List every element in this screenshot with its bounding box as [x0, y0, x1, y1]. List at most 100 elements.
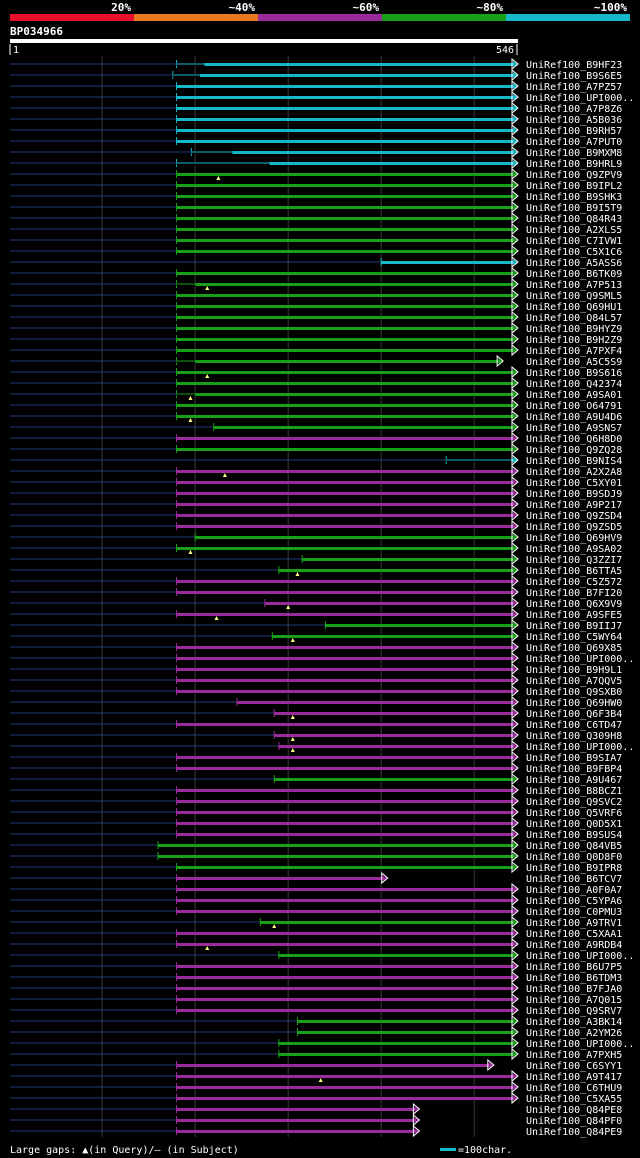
hit-row[interactable]: UniRef100_C7IVW1 [10, 233, 622, 247]
hit-label[interactable]: UniRef100_B9HF23 [526, 60, 622, 71]
hit-label[interactable]: UniRef100_A2XLS5 [526, 225, 622, 236]
hit-label[interactable]: UniRef100_C5XY01 [526, 478, 622, 489]
hit-row[interactable]: UniRef100_C5XA55 [10, 1091, 622, 1105]
hit-row[interactable]: UniRef100_A7P8Z6 [10, 101, 622, 115]
hit-label[interactable]: UniRef100_A7PZ57 [526, 82, 622, 93]
hit-label[interactable]: UniRef100_B9NIS4 [526, 456, 622, 467]
hit-label[interactable]: UniRef100_Q5VRF6 [526, 808, 622, 819]
hit-row[interactable]: UniRef100_Q69HU1 [10, 299, 622, 313]
hit-row[interactable]: UniRef100_B6U7P5 [10, 959, 622, 973]
hit-label[interactable]: UniRef100_A7PXF4 [526, 346, 622, 357]
hit-label[interactable]: UniRef100_Q9SRV7 [526, 1006, 622, 1017]
hit-row[interactable]: UniRef100_B9S6E5 [10, 68, 622, 82]
hit-label[interactable]: UniRef100_Q9SVC2 [526, 797, 622, 808]
hit-label[interactable]: UniRef100_B9SHK3 [526, 192, 622, 203]
hit-row[interactable]: UniRef100_B9S616 [10, 365, 622, 379]
hit-row[interactable]: UniRef100_A0F0A7 [10, 882, 622, 896]
hit-row[interactable]: UniRef100_B6TK09 [10, 266, 622, 280]
hit-label[interactable]: UniRef100_B9IPL2 [526, 181, 622, 192]
hit-label[interactable]: UniRef100_B6TDM3 [526, 973, 622, 984]
hit-label[interactable]: UniRef100_Q9ZQ28 [526, 445, 622, 456]
hit-label[interactable]: UniRef100_A9SA01 [526, 390, 622, 401]
hit-label[interactable]: UniRef100_B6U7P5 [526, 962, 622, 973]
hit-label[interactable]: UniRef100_A9SNS7 [526, 423, 622, 434]
hit-row[interactable]: UniRef100_Q84PE9 [10, 1124, 622, 1138]
hit-row[interactable]: UniRef100_B9H9L1 [10, 662, 622, 676]
hit-label[interactable]: UniRef100_A9SFE5 [526, 610, 622, 621]
hit-label[interactable]: UniRef100_A7P8Z6 [526, 104, 622, 115]
hit-label[interactable]: UniRef100_A2YM26 [526, 1028, 622, 1039]
hit-label[interactable]: UniRef100_UPI000.. [526, 742, 634, 753]
hit-label[interactable]: UniRef100_B6TCV7 [526, 874, 622, 885]
hit-row[interactable]: UniRef100_A9U467 [10, 772, 622, 786]
hit-row[interactable]: UniRef100_Q69X85 [10, 640, 622, 654]
hit-row[interactable]: UniRef100_A7PUT0 [10, 134, 622, 148]
hit-row[interactable]: UniRef100_Q0D8F0 [10, 849, 622, 863]
hit-row[interactable]: UniRef100_B8BCZ1 [10, 783, 622, 797]
hit-row[interactable]: UniRef100_A3BK14 [10, 1014, 622, 1028]
hit-label[interactable]: UniRef100_B9HYZ9 [526, 324, 622, 335]
hit-label[interactable]: UniRef100_B9H2Z9 [526, 335, 622, 346]
hit-row[interactable]: UniRef100_C5WY64 [10, 629, 622, 643]
hit-label[interactable]: UniRef100_C6TD47 [526, 720, 622, 731]
hit-row[interactable]: UniRef100_Q9ZSD4 [10, 508, 622, 522]
hit-row[interactable]: UniRef100_B9SDJ9 [10, 486, 622, 500]
hit-label[interactable]: UniRef100_Q9ZSD5 [526, 522, 622, 533]
hit-row[interactable]: UniRef100_UPI000.. [10, 948, 634, 962]
hit-label[interactable]: UniRef100_UPI000.. [526, 654, 634, 665]
hit-row[interactable]: UniRef100_A2YM26 [10, 1025, 622, 1039]
hit-row[interactable]: UniRef100_A9RDB4 [10, 937, 622, 951]
hit-label[interactable]: UniRef100_A7P513 [526, 280, 622, 291]
hit-label[interactable]: UniRef100_Q69HV9 [526, 533, 622, 544]
hit-label[interactable]: UniRef100_B7FI20 [526, 588, 622, 599]
hit-row[interactable]: UniRef100_Q69HW0 [10, 695, 622, 709]
hit-row[interactable]: UniRef100_B7FI20 [10, 585, 622, 599]
hit-label[interactable]: UniRef100_A7PXH5 [526, 1050, 622, 1061]
hit-label[interactable]: UniRef100_A9U467 [526, 775, 622, 786]
hit-row[interactable]: UniRef100_O64791 [10, 398, 622, 412]
hit-row[interactable]: UniRef100_C6TD47 [10, 717, 622, 731]
hit-row[interactable]: UniRef100_A9SA02 [10, 541, 622, 555]
hit-label[interactable]: UniRef100_Q69X85 [526, 643, 622, 654]
hit-row[interactable]: UniRef100_A7QQV5 [10, 673, 622, 687]
hit-label[interactable]: UniRef100_B6TTA5 [526, 566, 622, 577]
hit-label[interactable]: UniRef100_Q84R43 [526, 214, 622, 225]
hit-row[interactable]: UniRef100_B6TTA5 [10, 563, 622, 577]
hit-row[interactable]: UniRef100_A7PXF4 [10, 343, 622, 357]
hit-label[interactable]: UniRef100_Q69HW0 [526, 698, 622, 709]
hit-label[interactable]: UniRef100_Q6F3B4 [526, 709, 622, 720]
hit-row[interactable]: UniRef100_Q69HV9 [10, 530, 622, 544]
hit-label[interactable]: UniRef100_Q84PE9 [526, 1127, 622, 1138]
hit-label[interactable]: UniRef100_A9TRV1 [526, 918, 622, 929]
hit-row[interactable]: UniRef100_Q5VRF6 [10, 805, 622, 819]
hit-row[interactable]: UniRef100_B6TDM3 [10, 970, 622, 984]
hit-label[interactable]: UniRef100_Q69HU1 [526, 302, 622, 313]
hit-row[interactable]: UniRef100_A2XLS5 [10, 222, 622, 236]
hit-label[interactable]: UniRef100_Q9ZSD4 [526, 511, 622, 522]
hit-row[interactable]: UniRef100_Q6F3B4 [10, 706, 622, 720]
hit-label[interactable]: UniRef100_C7IVW1 [526, 236, 622, 247]
hit-label[interactable]: UniRef100_Q309H8 [526, 731, 622, 742]
hit-row[interactable]: UniRef100_UPI000.. [10, 739, 634, 753]
hit-row[interactable]: UniRef100_C5YPA6 [10, 893, 622, 907]
hit-row[interactable]: UniRef100_UPI000.. [10, 651, 634, 665]
hit-label[interactable]: UniRef100_A7Q015 [526, 995, 622, 1006]
hit-row[interactable]: UniRef100_B9HF23 [10, 57, 622, 71]
hit-row[interactable]: UniRef100_Q9ZPV9 [10, 167, 622, 181]
hit-row[interactable]: UniRef100_B9H2Z9 [10, 332, 622, 346]
hit-label[interactable]: UniRef100_A9P217 [526, 500, 622, 511]
hit-row[interactable]: UniRef100_Q3ZZI7 [10, 552, 622, 566]
hit-row[interactable]: UniRef100_Q9ZQ28 [10, 442, 622, 456]
hit-row[interactable]: UniRef100_Q309H8 [10, 728, 622, 742]
hit-row[interactable]: UniRef100_C5X1C6 [10, 244, 622, 258]
hit-row[interactable]: UniRef100_Q84R43 [10, 211, 622, 225]
hit-label[interactable]: UniRef100_B9SUS4 [526, 830, 622, 841]
hit-label[interactable]: UniRef100_B9MXM8 [526, 148, 622, 159]
hit-row[interactable]: UniRef100_B9IIJ7 [10, 618, 622, 632]
hit-row[interactable]: UniRef100_UPI000.. [10, 1036, 634, 1050]
hit-label[interactable]: UniRef100_Q9SML5 [526, 291, 622, 302]
hit-row[interactable]: UniRef100_Q42374 [10, 376, 622, 390]
hit-row[interactable]: UniRef100_A2X2A8 [10, 464, 622, 478]
hit-row[interactable]: UniRef100_A5ASS6 [10, 255, 622, 269]
hit-label[interactable]: UniRef100_A5C5S9 [526, 357, 622, 368]
